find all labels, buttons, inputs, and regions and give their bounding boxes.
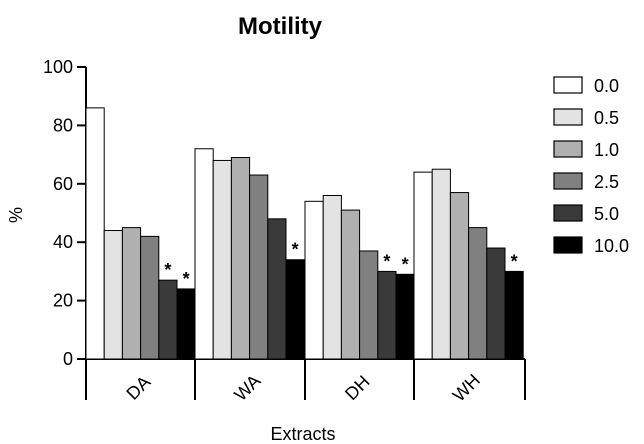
legend-label: 0.0 <box>594 76 619 96</box>
legend-swatch <box>553 76 583 94</box>
bar-wa-0_0 <box>194 148 214 360</box>
bar-dh-5_0 <box>377 270 397 360</box>
bar-da-1_0 <box>121 227 142 360</box>
bar-dh-0_5 <box>322 194 342 360</box>
significance-star: * <box>383 251 390 271</box>
y-axis-label: % <box>6 207 26 223</box>
legend-swatch <box>553 204 583 222</box>
significance-star: * <box>164 260 171 280</box>
x-tick-label-da: DA <box>122 372 154 404</box>
x-tick-label-wh: WH <box>449 370 484 405</box>
bar-wa-1_0 <box>230 157 251 360</box>
significance-markers: * * * * * * <box>164 240 517 289</box>
x-tick-label-wa: WA <box>230 371 264 405</box>
x-axis-label: Extracts <box>270 424 335 444</box>
bar-da-5_0 <box>158 279 178 360</box>
legend: 0.0 0.5 1.0 2.5 5.0 10.0 <box>553 76 629 256</box>
bar-da-0_0 <box>85 107 105 360</box>
y-tick-label: 0 <box>63 349 73 369</box>
bar-wa-2_5 <box>249 174 269 360</box>
legend-label: 5.0 <box>594 204 619 224</box>
legend-swatch <box>553 140 583 158</box>
bar-wh-10_0 <box>504 270 524 360</box>
bar-wh-5_0 <box>486 247 506 360</box>
legend-swatch <box>553 172 583 190</box>
bar-dh-0_0 <box>304 200 324 360</box>
bar-wh-0_5 <box>431 168 451 360</box>
bars-group <box>85 107 524 360</box>
y-tick-label: 40 <box>53 232 73 252</box>
legend-label: 2.5 <box>594 172 619 192</box>
y-tick-label: 80 <box>53 115 73 135</box>
y-tick-label: 60 <box>53 174 73 194</box>
y-tick-label: 20 <box>53 291 73 311</box>
bar-wa-10_0 <box>285 259 305 360</box>
bar-wh-1_0 <box>449 192 470 360</box>
bar-dh-10_0 <box>395 273 415 360</box>
legend-label: 0.5 <box>594 108 619 128</box>
y-axis: 0 20 40 60 80 100 <box>43 57 87 369</box>
legend-swatch <box>553 236 583 254</box>
legend-swatch <box>553 108 583 126</box>
bar-wh-0_0 <box>413 171 433 360</box>
y-tick-label: 100 <box>43 57 73 77</box>
bar-da-0_5 <box>103 230 123 360</box>
bar-wa-0_5 <box>212 159 232 360</box>
legend-label: 1.0 <box>594 140 619 160</box>
significance-star: * <box>511 251 518 271</box>
legend-label: 10.0 <box>594 236 629 256</box>
bar-da-2_5 <box>140 235 160 360</box>
bar-dh-2_5 <box>359 250 379 360</box>
x-axis: DA WA DH WH <box>85 358 526 405</box>
significance-star: * <box>183 269 190 289</box>
bar-wa-5_0 <box>267 218 287 360</box>
bar-da-10_0 <box>176 288 196 360</box>
bar-wh-2_5 <box>468 227 488 360</box>
chart-title: Motility <box>238 13 323 40</box>
bar-dh-1_0 <box>340 209 361 360</box>
significance-star: * <box>402 254 409 274</box>
x-tick-label-dh: DH <box>341 371 374 404</box>
significance-star: * <box>292 240 299 260</box>
